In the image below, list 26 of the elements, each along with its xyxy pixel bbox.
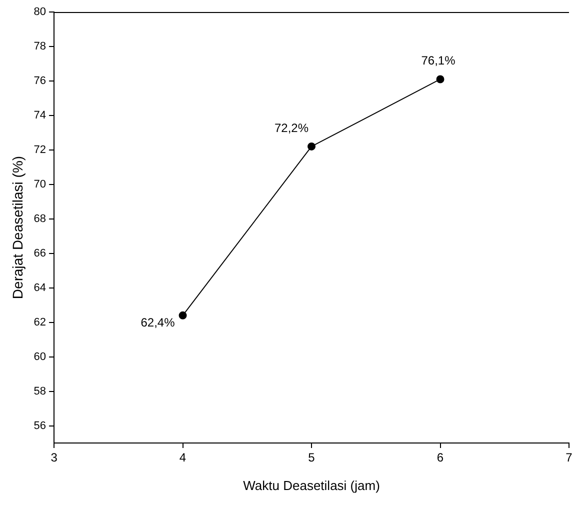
y-tick-label: 74	[34, 109, 46, 122]
y-tick-label: 62	[34, 316, 46, 328]
x-tick-label: 7	[566, 450, 573, 465]
y-tick-label: 78	[34, 40, 46, 53]
y-tick-label: 56	[34, 420, 46, 432]
y-tick-label: 70	[34, 178, 46, 190]
y-tick-label: 80	[34, 6, 46, 18]
data-label: 62,4%	[140, 316, 176, 330]
y-axis-title: Derajat Deasetilasi (%)	[9, 156, 26, 300]
x-tick-label: 5	[308, 450, 316, 465]
y-tick-label: 68	[34, 212, 46, 225]
point	[308, 142, 316, 150]
data-label: 76,1%	[421, 54, 456, 68]
y-tick-label: 72	[34, 144, 46, 156]
y-tick-label: 60	[34, 350, 46, 363]
y-tick-label: 76	[34, 74, 46, 87]
x-tick-label: 6	[436, 450, 444, 465]
data-label: 72,2%	[274, 120, 309, 135]
x-axis-title: Waktu Deasetilasi (jam)	[243, 478, 380, 493]
x-tick-label: 3	[50, 450, 58, 465]
point	[436, 75, 444, 84]
y-tick-label: 64	[34, 282, 46, 294]
x-tick-label: 4	[179, 450, 186, 465]
y-tick-label: 66	[34, 247, 46, 260]
y-tick-label: 58	[34, 385, 46, 398]
point	[178, 311, 187, 320]
